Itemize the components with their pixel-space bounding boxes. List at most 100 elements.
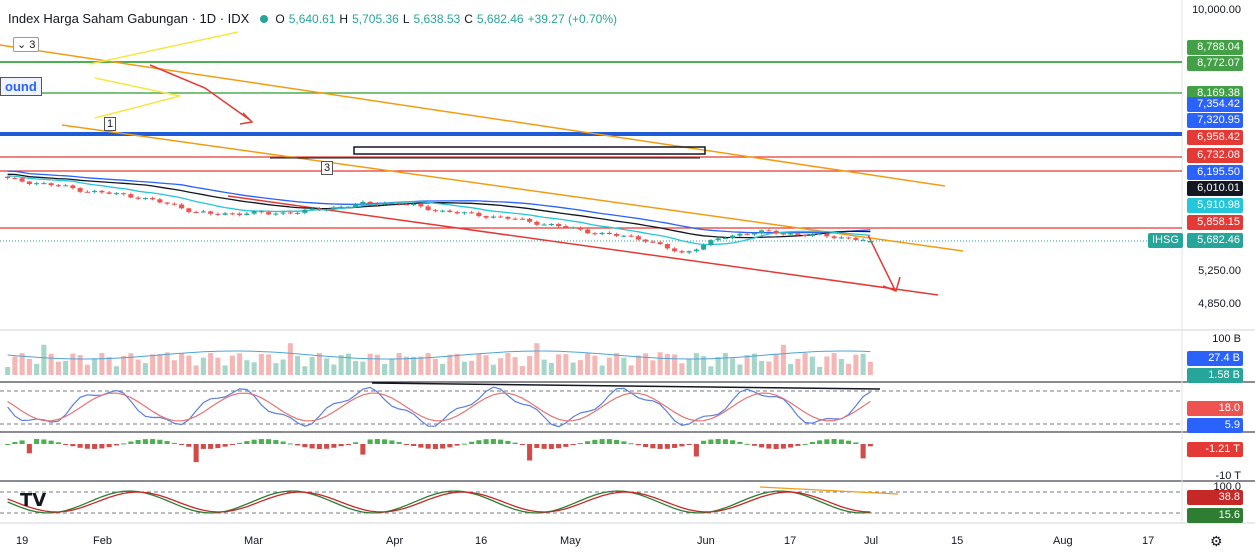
candle-body[interactable]	[425, 206, 431, 211]
candle-body[interactable]	[577, 227, 583, 230]
candle-body[interactable]	[635, 236, 641, 240]
candle-body[interactable]	[360, 201, 366, 205]
candle-body[interactable]	[237, 213, 243, 215]
candle-body[interactable]	[92, 190, 98, 192]
candle-body[interactable]	[84, 191, 90, 193]
candle-body[interactable]	[164, 202, 170, 204]
candle-body[interactable]	[215, 213, 221, 215]
candle-body[interactable]	[838, 237, 844, 239]
yellow-pattern[interactable]	[94, 77, 181, 119]
stochrsi-d-line[interactable]	[7, 491, 871, 513]
candle-body[interactable]	[208, 211, 214, 214]
candle-body[interactable]	[389, 202, 395, 204]
candle-body[interactable]	[831, 236, 837, 239]
candle-body[interactable]	[505, 216, 511, 219]
candle-body[interactable]	[664, 244, 670, 249]
candle-body[interactable]	[846, 237, 852, 239]
candle-body[interactable]	[5, 176, 11, 179]
candle-body[interactable]	[766, 230, 772, 232]
candle-body[interactable]	[556, 224, 562, 227]
candle-body[interactable]	[469, 212, 475, 214]
candle-body[interactable]	[367, 201, 373, 204]
candle-body[interactable]	[773, 230, 779, 234]
candle-body[interactable]	[316, 208, 322, 210]
candle-body[interactable]	[382, 203, 388, 205]
candle-body[interactable]	[795, 233, 801, 235]
candle-body[interactable]	[628, 235, 634, 237]
candle-body[interactable]	[461, 212, 467, 214]
candle-body[interactable]	[722, 238, 728, 240]
candle-body[interactable]	[780, 233, 786, 235]
candle-body[interactable]	[621, 235, 627, 237]
red-arrow-down-1[interactable]	[149, 64, 251, 121]
candle-body[interactable]	[809, 234, 815, 236]
stoch-divergence-line[interactable]	[371, 382, 881, 390]
candle-body[interactable]	[193, 211, 199, 213]
candle-body[interactable]	[99, 190, 105, 193]
candle-body[interactable]	[266, 212, 272, 215]
candle-body[interactable]	[657, 242, 663, 245]
candle-body[interactable]	[113, 193, 119, 195]
candle-body[interactable]	[817, 233, 823, 235]
candle-body[interactable]	[759, 230, 765, 234]
candle-body[interactable]	[48, 183, 54, 186]
candle-body[interactable]	[106, 192, 112, 194]
stoch-k-line[interactable]	[7, 386, 871, 428]
candle-body[interactable]	[222, 213, 228, 215]
candle-body[interactable]	[860, 239, 866, 241]
candle-body[interactable]	[585, 229, 591, 234]
candle-body[interactable]	[701, 244, 707, 250]
ma-teal-line[interactable]	[7, 175, 871, 246]
candle-body[interactable]	[708, 240, 714, 245]
candle-body[interactable]	[374, 203, 380, 205]
candle-body[interactable]	[527, 218, 533, 222]
candle-body[interactable]	[440, 210, 446, 212]
candle-body[interactable]	[121, 193, 127, 195]
candle-body[interactable]	[824, 233, 830, 237]
candle-body[interactable]	[686, 251, 692, 253]
candle-body[interactable]	[41, 183, 47, 185]
candle-body[interactable]	[309, 208, 315, 210]
candle-body[interactable]	[853, 237, 859, 240]
candle-body[interactable]	[244, 213, 250, 215]
candle-body[interactable]	[295, 212, 301, 214]
candle-body[interactable]	[447, 210, 453, 213]
candle-body[interactable]	[672, 248, 678, 252]
yellow-trend-line[interactable]	[89, 31, 239, 65]
candle-body[interactable]	[142, 198, 148, 200]
candle-body[interactable]	[331, 207, 337, 210]
ma-blue-line[interactable]	[7, 170, 871, 234]
candle-body[interactable]	[802, 234, 808, 236]
candle-body[interactable]	[135, 197, 141, 199]
candle-body[interactable]	[788, 233, 794, 235]
symbol-tag[interactable]: IHSG	[1148, 233, 1183, 248]
candle-body[interactable]	[179, 204, 185, 209]
stochrsi-trend-line[interactable]	[759, 486, 899, 495]
candle-body[interactable]	[338, 206, 344, 208]
candle-body[interactable]	[737, 233, 743, 236]
ma-black-line[interactable]	[7, 173, 871, 239]
candle-body[interactable]	[693, 249, 699, 252]
stoch-d-line[interactable]	[7, 392, 871, 422]
volume-bars[interactable]	[5, 343, 873, 375]
candle-body[interactable]	[541, 224, 547, 226]
candle-body[interactable]	[396, 202, 402, 205]
candle-body[interactable]	[128, 194, 134, 198]
candle-body[interactable]	[77, 188, 83, 192]
candle-body[interactable]	[432, 210, 438, 212]
candle-body[interactable]	[273, 213, 279, 215]
candle-body[interactable]	[403, 204, 409, 206]
candles-group[interactable]	[5, 176, 873, 255]
candle-body[interactable]	[26, 181, 32, 185]
candle-body[interactable]	[63, 185, 69, 187]
stochrsi-k-line[interactable]	[7, 490, 871, 514]
candle-body[interactable]	[418, 204, 424, 207]
candle-body[interactable]	[606, 232, 612, 235]
candle-body[interactable]	[34, 183, 40, 185]
candle-body[interactable]	[483, 216, 489, 218]
candle-body[interactable]	[614, 234, 620, 236]
candle-body[interactable]	[548, 224, 554, 226]
candle-body[interactable]	[744, 233, 750, 235]
candle-body[interactable]	[650, 241, 656, 243]
